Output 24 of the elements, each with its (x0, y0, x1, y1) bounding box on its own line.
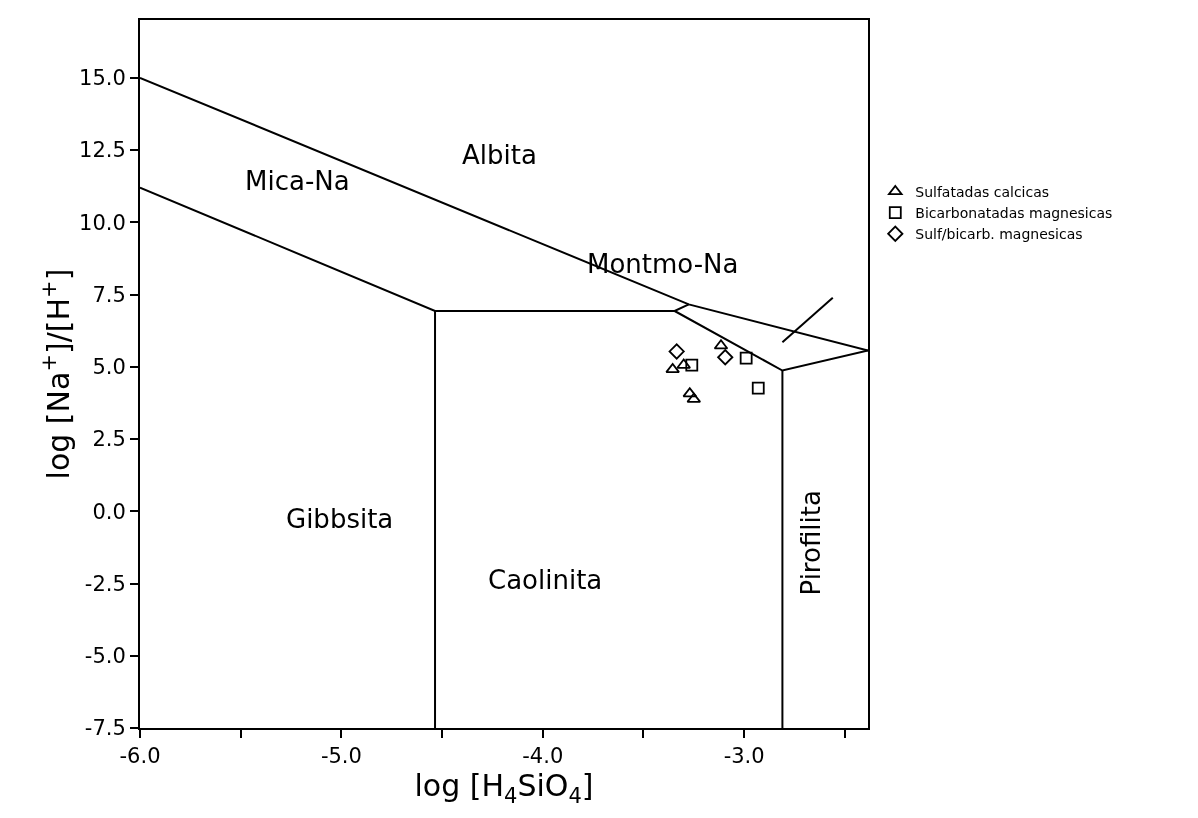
y-tick-label: 15.0 (79, 66, 126, 91)
y-tick-label: 12.5 (79, 138, 126, 163)
x-tick-label: -6.0 (119, 744, 161, 769)
annotation: Caolinita (488, 565, 603, 595)
annotation: Pirofilita (796, 490, 827, 596)
y-tick-label: -5.0 (84, 644, 126, 669)
annotation: Montmo-Na (587, 249, 739, 279)
x-axis-title: log [H$_{4}$SiO$_{4}$] (414, 768, 594, 808)
legend-label: Sulf/bicarb. magnesicas (915, 226, 1083, 243)
y-tick-label: -2.5 (84, 571, 126, 596)
legend-label: Bicarbonatadas magnesicas (915, 205, 1113, 222)
y-tick-label: 0.0 (92, 499, 126, 524)
y-tick-label: 7.5 (92, 282, 126, 307)
y-tick-label: 5.0 (92, 355, 126, 380)
annotation: Mica-Na (245, 166, 350, 196)
y-tick-label: 2.5 (92, 427, 126, 452)
y-tick-label: 10.0 (79, 210, 126, 235)
legend-label: Sulfatadas calcicas (915, 183, 1050, 200)
y-tick-label: -7.5 (84, 716, 126, 741)
annotation: Albita (462, 140, 537, 170)
x-tick-label: -5.0 (320, 744, 362, 769)
x-tick-label: -4.0 (522, 744, 564, 769)
annotation: Gibbsita (286, 504, 394, 534)
x-tick-label: -3.0 (723, 744, 765, 769)
